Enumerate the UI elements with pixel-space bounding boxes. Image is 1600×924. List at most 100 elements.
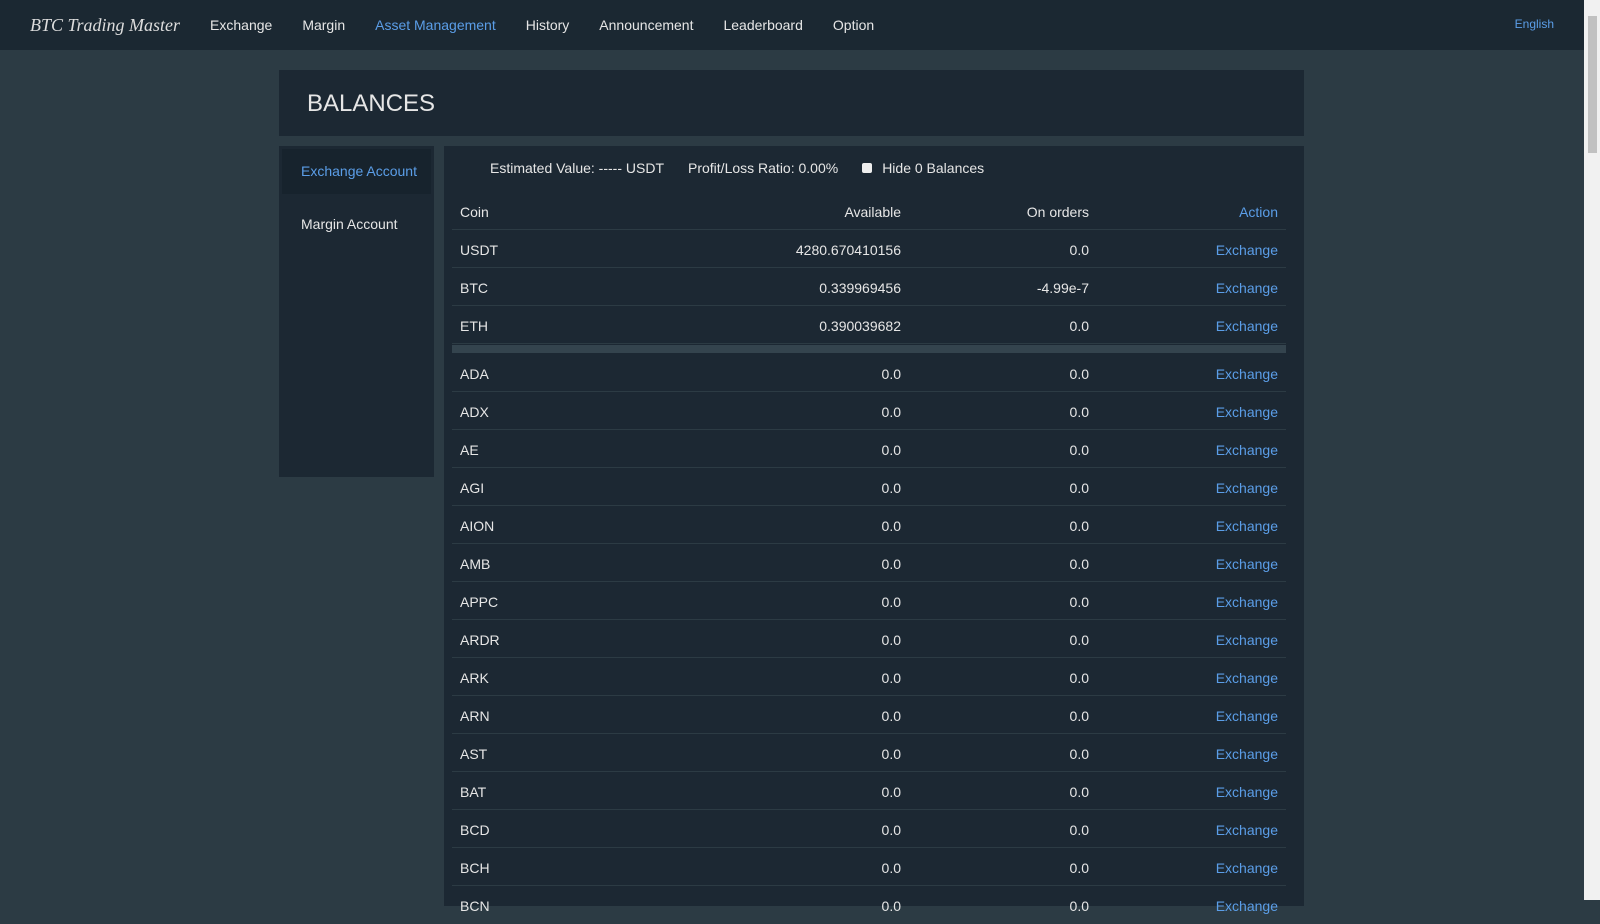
table-row: BCN 0.0 0.0 Exchange — [452, 886, 1286, 924]
table-row: AGI 0.0 0.0 Exchange — [452, 468, 1286, 506]
exchange-link[interactable]: Exchange — [1215, 480, 1278, 496]
group-separator — [452, 345, 1286, 353]
table-cell: BTC — [460, 280, 488, 296]
table-row: BTC 0.339969456 -4.99e-7 Exchange — [452, 268, 1286, 306]
table-cell: ARDR — [460, 632, 500, 648]
exchange-link[interactable]: Exchange — [1215, 784, 1278, 800]
table-cell: ARK — [460, 670, 489, 686]
table-cell: 0.0 — [881, 784, 901, 800]
table-cell: 0.0 — [1069, 518, 1089, 534]
exchange-link[interactable]: Exchange — [1215, 746, 1278, 762]
table-cell: 0.0 — [1069, 366, 1089, 382]
table-cell: 0.339969456 — [819, 280, 901, 296]
title-panel: BALANCES — [279, 70, 1304, 136]
table-cell: 0.0 — [1069, 898, 1089, 914]
table-cell: 0.0 — [1069, 556, 1089, 572]
page-title: BALANCES — [307, 90, 436, 117]
table-cell: BCH — [460, 860, 490, 876]
table-cell: 0.0 — [1069, 860, 1089, 876]
table-cell: 0.0 — [881, 632, 901, 648]
exchange-link[interactable]: Exchange — [1215, 632, 1278, 648]
nav-item[interactable]: Margin — [302, 17, 346, 33]
exchange-link[interactable]: Exchange — [1215, 708, 1278, 724]
table-cell: 0.0 — [1069, 480, 1089, 496]
table-cell: 0.0 — [881, 898, 901, 914]
table-cell: AGI — [460, 480, 485, 496]
scrollbar[interactable] — [1584, 0, 1600, 900]
estimated-value: Estimated Value: ----- USDT — [490, 160, 664, 176]
table-row: AMB 0.0 0.0 Exchange — [452, 544, 1286, 582]
nav-item[interactable]: Option — [832, 17, 875, 33]
balances-table: Coin Available On orders Action USDT 4280.670… — [452, 192, 1286, 924]
exchange-link[interactable]: Exchange — [1215, 860, 1278, 876]
hide-zero-label[interactable]: Hide 0 Balances — [882, 160, 985, 176]
table-cell: 0.0 — [1069, 784, 1089, 800]
column-header: Action — [1239, 204, 1278, 220]
nav-item[interactable]: Asset Management — [375, 17, 496, 33]
top-nav: BTC Trading Master Exchange Margin Asset M… — [0, 0, 1584, 50]
table-cell: 0.0 — [1069, 404, 1089, 420]
table-header: Coin Available On orders Action — [452, 192, 1286, 230]
nav-item[interactable]: Exchange — [210, 17, 273, 33]
exchange-link[interactable]: Exchange — [1215, 366, 1278, 382]
table-cell: 0.0 — [1069, 822, 1089, 838]
exchange-link[interactable]: Exchange — [1215, 242, 1278, 258]
table-cell: 0.0 — [1069, 594, 1089, 610]
table-cell: 0.0 — [881, 404, 901, 420]
nav-item[interactable]: Announcement — [599, 17, 694, 33]
exchange-link[interactable]: Exchange — [1215, 670, 1278, 686]
table-cell: 0.0 — [881, 366, 901, 382]
exchange-link[interactable]: Exchange — [1215, 318, 1278, 334]
table-row: AION 0.0 0.0 Exchange — [452, 506, 1286, 544]
exchange-link[interactable]: Exchange — [1215, 442, 1278, 458]
nav-item[interactable]: History — [525, 17, 570, 33]
sidebar-item[interactable]: Exchange Account — [282, 149, 431, 194]
table-cell: 0.0 — [881, 480, 901, 496]
table-cell: -4.99e-7 — [1036, 280, 1089, 296]
logo[interactable]: BTC Trading Master — [30, 14, 181, 35]
table-row: BCD 0.0 0.0 Exchange — [452, 810, 1286, 848]
exchange-link[interactable]: Exchange — [1215, 280, 1278, 296]
sidebar-item[interactable]: Margin Account — [301, 216, 398, 232]
table-cell: 0.0 — [1069, 242, 1089, 258]
table-cell: AMB — [460, 556, 491, 572]
table-row: ARK 0.0 0.0 Exchange — [452, 658, 1286, 696]
table-cell: ADX — [460, 404, 489, 420]
table-row: USDT 4280.670410156 0.0 Exchange — [452, 230, 1286, 268]
table-cell: 0.0 — [881, 594, 901, 610]
language-switch[interactable]: English — [1514, 17, 1554, 31]
table-cell: AE — [460, 442, 479, 458]
table-row: BAT 0.0 0.0 Exchange — [452, 772, 1286, 810]
exchange-link[interactable]: Exchange — [1215, 594, 1278, 610]
table-cell: 0.0 — [1069, 632, 1089, 648]
table-cell: BCN — [460, 898, 490, 914]
table-cell: 0.0 — [1069, 670, 1089, 686]
table-cell: 0.0 — [1069, 746, 1089, 762]
table-row: APPC 0.0 0.0 Exchange — [452, 582, 1286, 620]
exchange-link[interactable]: Exchange — [1215, 518, 1278, 534]
scroll-thumb[interactable] — [1588, 16, 1597, 153]
balances-panel: Estimated Value: ----- USDT Profit/Loss … — [444, 146, 1304, 924]
table-cell: BCD — [460, 822, 490, 838]
exchange-link[interactable]: Exchange — [1215, 404, 1278, 420]
table-cell: AST — [460, 746, 488, 762]
exchange-link[interactable]: Exchange — [1215, 822, 1278, 838]
table-cell: BAT — [460, 784, 487, 800]
table-cell: 0.0 — [881, 860, 901, 876]
exchange-link[interactable]: Exchange — [1215, 556, 1278, 572]
table-row: AE 0.0 0.0 Exchange — [452, 430, 1286, 468]
table-cell: 0.0 — [881, 822, 901, 838]
exchange-link[interactable]: Exchange — [1215, 898, 1278, 914]
table-cell: AION — [460, 518, 495, 534]
table-cell: 0.0 — [881, 670, 901, 686]
table-row: ARDR 0.0 0.0 Exchange — [452, 620, 1286, 658]
table-cell: 0.0 — [881, 556, 901, 572]
table-cell: 0.0 — [1069, 442, 1089, 458]
table-cell: 0.390039682 — [819, 318, 901, 334]
nav-item[interactable]: Leaderboard — [723, 17, 803, 33]
table-cell: 0.0 — [1069, 708, 1089, 724]
table-cell: 0.0 — [1069, 318, 1089, 334]
table-row: ARN 0.0 0.0 Exchange — [452, 696, 1286, 734]
checkbox[interactable] — [862, 163, 873, 173]
